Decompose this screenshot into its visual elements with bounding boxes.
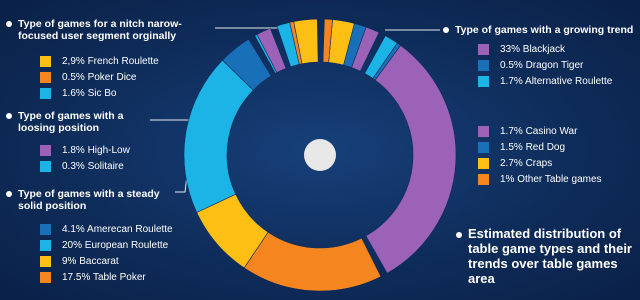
bullet <box>456 232 462 238</box>
legend-label: 33% Blackjack <box>500 44 566 55</box>
legend-swatch <box>40 145 51 156</box>
center-dot <box>304 139 336 171</box>
bullet <box>6 113 12 119</box>
legend-label: 1.7% Casino War <box>500 126 578 137</box>
donut-segment <box>365 44 457 274</box>
legend-swatch <box>478 126 489 137</box>
legend-swatch <box>478 142 489 153</box>
legend-label: 2,9% French Roulette <box>62 56 159 67</box>
legend-label: 0.3% Solitaire <box>62 161 124 172</box>
legend-swatch <box>40 161 51 172</box>
bullet <box>443 27 449 33</box>
legend-swatch <box>478 76 489 87</box>
legend-label: 9% Baccarat <box>62 256 119 267</box>
donut-segment <box>254 34 278 74</box>
legend-swatch <box>478 174 489 185</box>
legend-swatch <box>40 272 51 283</box>
donut-segment <box>243 231 382 292</box>
donut-segment <box>276 22 300 68</box>
group-title: Type of games with a steady solid positi… <box>18 188 160 212</box>
legend-label: 0.5% Dragon Tiger <box>500 60 584 71</box>
donut-segment <box>364 35 398 79</box>
legend-label: 2.7% Craps <box>500 158 553 169</box>
legend-swatch <box>478 60 489 71</box>
legend-swatch <box>478 44 489 55</box>
legend-swatch <box>40 224 51 235</box>
group-title: Type of games for a nitch narow-focused … <box>18 18 182 42</box>
segments <box>183 18 457 292</box>
legend-swatch <box>40 256 51 267</box>
chart-title: Estimated distribution of table game typ… <box>468 226 632 286</box>
legend-label: 1% Other Table games <box>500 174 602 185</box>
legend-label: 1.6% Sic Bo <box>62 88 117 99</box>
legend-swatch <box>40 72 51 83</box>
group-title: Type of games with a growing trend <box>455 24 634 36</box>
legend-swatch <box>40 88 51 99</box>
legend-label: 20% European Roulette <box>62 240 169 251</box>
donut-segment <box>183 59 254 213</box>
legend-label: 17.5% Table Poker <box>62 272 146 283</box>
bullet <box>6 21 12 27</box>
legend-label: 1.5% Red Dog <box>500 142 566 153</box>
legend-swatch <box>478 158 489 169</box>
donut-segment <box>322 18 333 63</box>
legend-swatch <box>40 56 51 67</box>
legend-label: 4.1% Amerecan Roulette <box>62 224 173 235</box>
legend-label: 1.7% Alternative Roulette <box>500 76 613 87</box>
legend-label: 1.8% High-Low <box>62 145 130 156</box>
bullet <box>6 191 12 197</box>
group-title: Type of games with a loosing position <box>18 110 124 134</box>
legend-label: 0.5% Poker Dice <box>62 72 137 83</box>
legend-swatch <box>40 240 51 251</box>
